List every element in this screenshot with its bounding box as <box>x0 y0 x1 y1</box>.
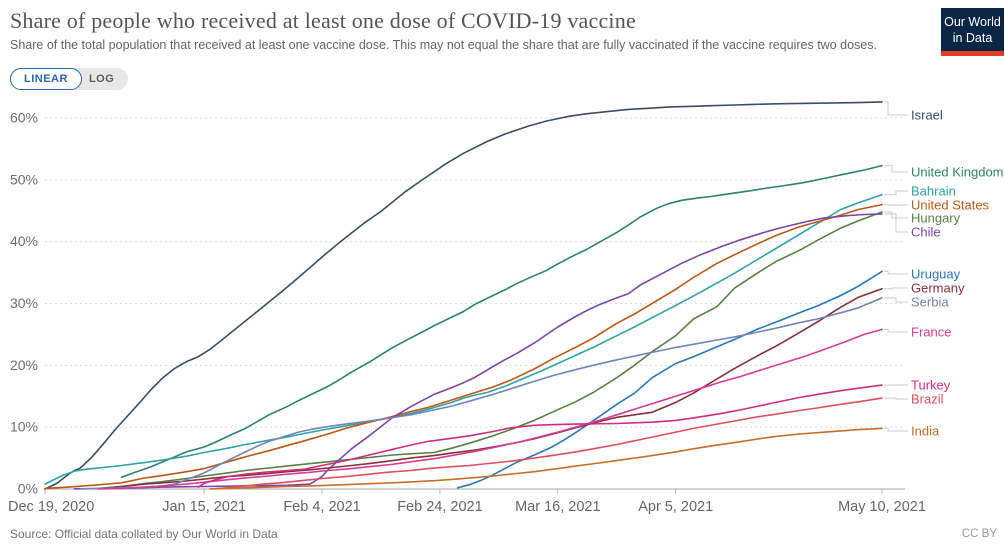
series-label-uruguay[interactable]: Uruguay <box>911 267 961 282</box>
label-connector-bahrain <box>884 190 908 196</box>
x-tick-label-2: Feb 4, 2021 <box>283 499 360 515</box>
scale-toggle: LINEAR LOG <box>10 68 129 90</box>
series-label-bahrain[interactable]: Bahrain <box>911 184 956 199</box>
line-brazil[interactable] <box>215 397 883 490</box>
source-note: Source: Official data collated by Our Wo… <box>10 527 278 541</box>
series-label-hungary[interactable]: Hungary <box>911 211 961 226</box>
series-label-united-states[interactable]: United States <box>911 198 990 213</box>
series-label-india[interactable]: India <box>911 424 940 439</box>
y-tick-label-40: 40% <box>10 233 38 249</box>
label-connector-france <box>884 329 908 333</box>
series-label-chile[interactable]: Chile <box>911 225 941 240</box>
line-united-states[interactable] <box>44 203 883 490</box>
series-label-germany[interactable]: Germany <box>911 281 965 296</box>
line-chile[interactable] <box>73 213 883 490</box>
line-france[interactable] <box>97 328 883 490</box>
line-turkey[interactable] <box>197 384 883 488</box>
label-connector-chile <box>884 213 908 233</box>
line-serbia[interactable] <box>79 297 883 490</box>
label-connector-india <box>884 427 908 432</box>
x-tick-label-0: Dec 19, 2020 <box>8 499 94 515</box>
page-title: Share of people who received at least on… <box>10 8 636 33</box>
owid-logo[interactable]: Our World in Data <box>941 8 1004 56</box>
line-bahrain[interactable] <box>44 193 883 485</box>
vaccination-line-chart: 0% 10% 20% 30% 40% 50% 60% Dec 19, 2020 Jan 15, … <box>8 101 1004 515</box>
line-hungary[interactable] <box>97 211 883 490</box>
x-tick-label-6: May 10, 2021 <box>838 499 926 515</box>
series-label-france[interactable]: France <box>911 325 951 340</box>
linear-scale-button[interactable]: LINEAR <box>10 68 82 90</box>
series-label-turkey[interactable]: Turkey <box>911 378 951 393</box>
x-tick-label-5: Apr 5, 2021 <box>638 499 713 515</box>
y-tick-label-50: 50% <box>10 171 38 187</box>
x-tick-label-1: Jan 15, 2021 <box>162 499 246 515</box>
license-badge[interactable]: CC BY <box>961 528 997 540</box>
y-tick-label-10: 10% <box>10 419 38 435</box>
owid-logo-line2: in Data <box>952 31 993 46</box>
label-connector-hungary <box>884 211 908 219</box>
y-tick-label-0: 0% <box>18 481 38 497</box>
x-tick-label-4: Mar 16, 2021 <box>515 499 600 515</box>
owid-logo-line1: Our World <box>944 15 1001 29</box>
label-connector-uruguay <box>884 270 908 275</box>
label-connector-united-kingdom <box>884 165 908 173</box>
label-connector-germany <box>884 287 908 290</box>
series-label-israel[interactable]: Israel <box>911 108 943 123</box>
series-label-brazil[interactable]: Brazil <box>911 392 944 407</box>
label-connector-brazil <box>884 397 908 400</box>
series-label-united-kingdom[interactable]: United Kingdom <box>911 165 1004 180</box>
label-connector-israel <box>884 101 908 116</box>
chart-subtitle: Share of the total population that recei… <box>10 38 877 52</box>
label-connector-serbia <box>884 297 908 303</box>
y-tick-label-60: 60% <box>10 110 38 126</box>
line-israel[interactable] <box>44 101 883 490</box>
y-tick-label-20: 20% <box>10 357 38 373</box>
y-tick-label-30: 30% <box>10 295 38 311</box>
line-uruguay[interactable] <box>456 270 883 489</box>
line-united-kingdom[interactable] <box>120 164 883 479</box>
line-india[interactable] <box>209 427 883 490</box>
series-label-serbia[interactable]: Serbia <box>911 295 949 310</box>
log-scale-button[interactable]: LOG <box>69 68 129 90</box>
x-tick-label-3: Feb 24, 2021 <box>397 499 482 515</box>
